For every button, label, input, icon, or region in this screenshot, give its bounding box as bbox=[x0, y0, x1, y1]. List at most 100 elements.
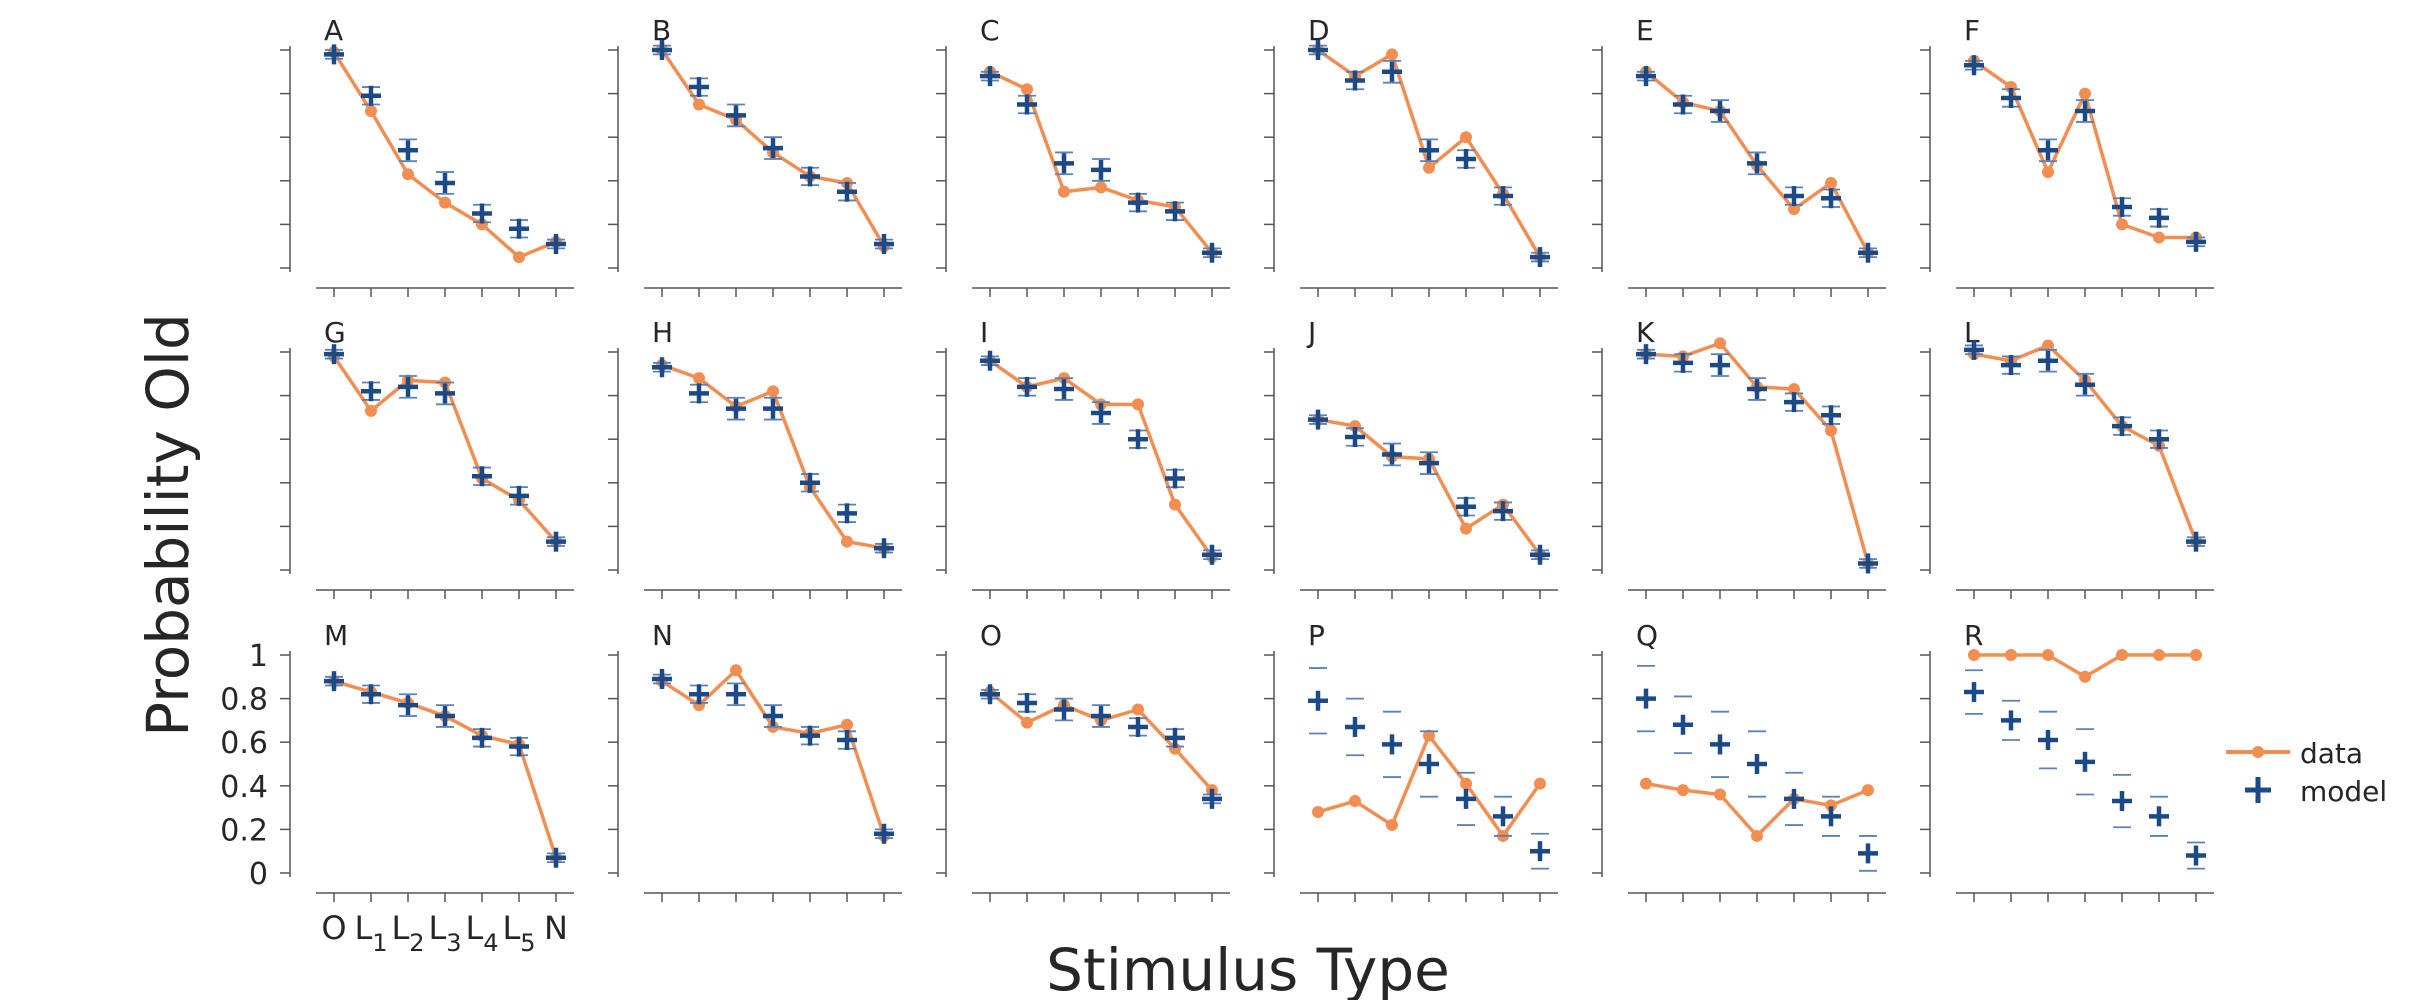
model-point bbox=[1165, 727, 1185, 748]
data-point bbox=[693, 372, 705, 385]
model-point bbox=[1673, 94, 1693, 115]
model-point bbox=[1091, 401, 1111, 425]
panel-J: J bbox=[1264, 316, 1558, 599]
model-point bbox=[435, 704, 455, 728]
model-point bbox=[472, 466, 492, 487]
model-point bbox=[1673, 352, 1693, 373]
panel-label: K bbox=[1636, 316, 1655, 349]
panel-Q: Q bbox=[1592, 619, 1886, 902]
model-point bbox=[874, 538, 894, 559]
model-point bbox=[509, 485, 529, 506]
data-point bbox=[1386, 48, 1398, 61]
model-point bbox=[689, 383, 709, 404]
model-point bbox=[324, 344, 344, 365]
model-point bbox=[1382, 442, 1402, 467]
x-axis-label: Stimulus Type bbox=[1046, 936, 1450, 1000]
model-point bbox=[361, 381, 381, 402]
data-point bbox=[365, 404, 377, 417]
x-tick-label: L4 bbox=[465, 909, 498, 957]
model-point bbox=[1821, 188, 1841, 209]
model-point bbox=[1747, 377, 1767, 401]
data-point bbox=[1640, 777, 1652, 790]
model-point bbox=[874, 823, 894, 844]
panel-D: D bbox=[1264, 14, 1558, 297]
data-point bbox=[2153, 649, 2165, 661]
panel-B: B bbox=[608, 14, 902, 297]
data-point bbox=[1169, 498, 1181, 511]
model-point bbox=[689, 77, 709, 98]
model-point bbox=[1054, 151, 1074, 176]
panel-P: P bbox=[1264, 619, 1558, 902]
model-point bbox=[763, 136, 783, 160]
data-point bbox=[2042, 166, 2054, 179]
model-point bbox=[800, 725, 820, 746]
model-point bbox=[1784, 392, 1804, 413]
panel-label: F bbox=[1964, 14, 1980, 47]
y-tick-label: 0.2 bbox=[220, 813, 268, 848]
model-point bbox=[1530, 247, 1550, 268]
model-point bbox=[2038, 348, 2058, 373]
x-tick-label: L5 bbox=[502, 909, 535, 957]
model-point bbox=[763, 704, 783, 728]
model-point bbox=[2149, 429, 2169, 450]
model-point bbox=[980, 350, 1000, 371]
data-point bbox=[1825, 176, 1837, 189]
model-point bbox=[435, 171, 455, 195]
model-point bbox=[1636, 344, 1656, 365]
model-point bbox=[1964, 339, 1984, 360]
panel-label: C bbox=[980, 14, 1000, 47]
model-point bbox=[2112, 196, 2132, 217]
model-point bbox=[1128, 716, 1148, 737]
model-point bbox=[1530, 832, 1550, 870]
y-axis-label: Probability Old bbox=[134, 313, 202, 737]
legend: data model bbox=[2226, 737, 2387, 808]
model-point bbox=[1530, 544, 1550, 565]
data-point bbox=[2005, 649, 2017, 661]
y-tick-label: 0.6 bbox=[220, 726, 268, 761]
panel-label: P bbox=[1308, 619, 1325, 652]
panel-label: E bbox=[1636, 14, 1654, 47]
model-point bbox=[1673, 695, 1693, 754]
data-point bbox=[841, 718, 853, 731]
model-point bbox=[1202, 242, 1222, 263]
model-point bbox=[509, 218, 529, 239]
model-point bbox=[2001, 355, 2021, 376]
panel-O: O bbox=[936, 619, 1230, 902]
legend-data-label: data bbox=[2300, 737, 2363, 770]
data-point bbox=[439, 196, 451, 209]
model-point bbox=[398, 693, 418, 717]
model-point bbox=[2149, 207, 2169, 228]
model-point bbox=[2075, 728, 2095, 796]
model-point bbox=[726, 103, 746, 128]
legend-model-marker bbox=[2245, 777, 2271, 803]
x-tick-label: N bbox=[544, 909, 568, 947]
model-point bbox=[1456, 149, 1476, 169]
data-point bbox=[2079, 87, 2091, 100]
model-point bbox=[2001, 87, 2021, 108]
model-point bbox=[2186, 531, 2206, 552]
model-point bbox=[2186, 231, 2206, 252]
panel-label: R bbox=[1964, 619, 1983, 652]
panel-M: 0 0.2 0.4 0.6 0.8 1 O L1 L2 L3 L4 L5 N M bbox=[220, 619, 574, 957]
data-point bbox=[1788, 383, 1800, 396]
model-point bbox=[2075, 99, 2095, 123]
model-point bbox=[763, 396, 783, 421]
model-point bbox=[1308, 667, 1328, 735]
model-point bbox=[1345, 427, 1365, 448]
model-point bbox=[1345, 70, 1365, 91]
data-point bbox=[1714, 337, 1726, 350]
x-tick-label: L2 bbox=[391, 909, 424, 957]
data-point bbox=[2079, 670, 2091, 683]
model-point bbox=[1308, 409, 1328, 430]
model-point bbox=[546, 234, 566, 255]
model-point bbox=[2149, 795, 2169, 837]
data-point bbox=[2116, 218, 2128, 231]
model-point bbox=[1493, 186, 1513, 207]
data-point bbox=[2190, 649, 2202, 661]
data-point bbox=[1132, 703, 1144, 716]
panel-I: I bbox=[936, 316, 1230, 599]
panel-N: N bbox=[608, 619, 902, 902]
data-point bbox=[2042, 649, 2054, 661]
model-point bbox=[1858, 242, 1878, 263]
panel-F: F bbox=[1920, 14, 2214, 297]
